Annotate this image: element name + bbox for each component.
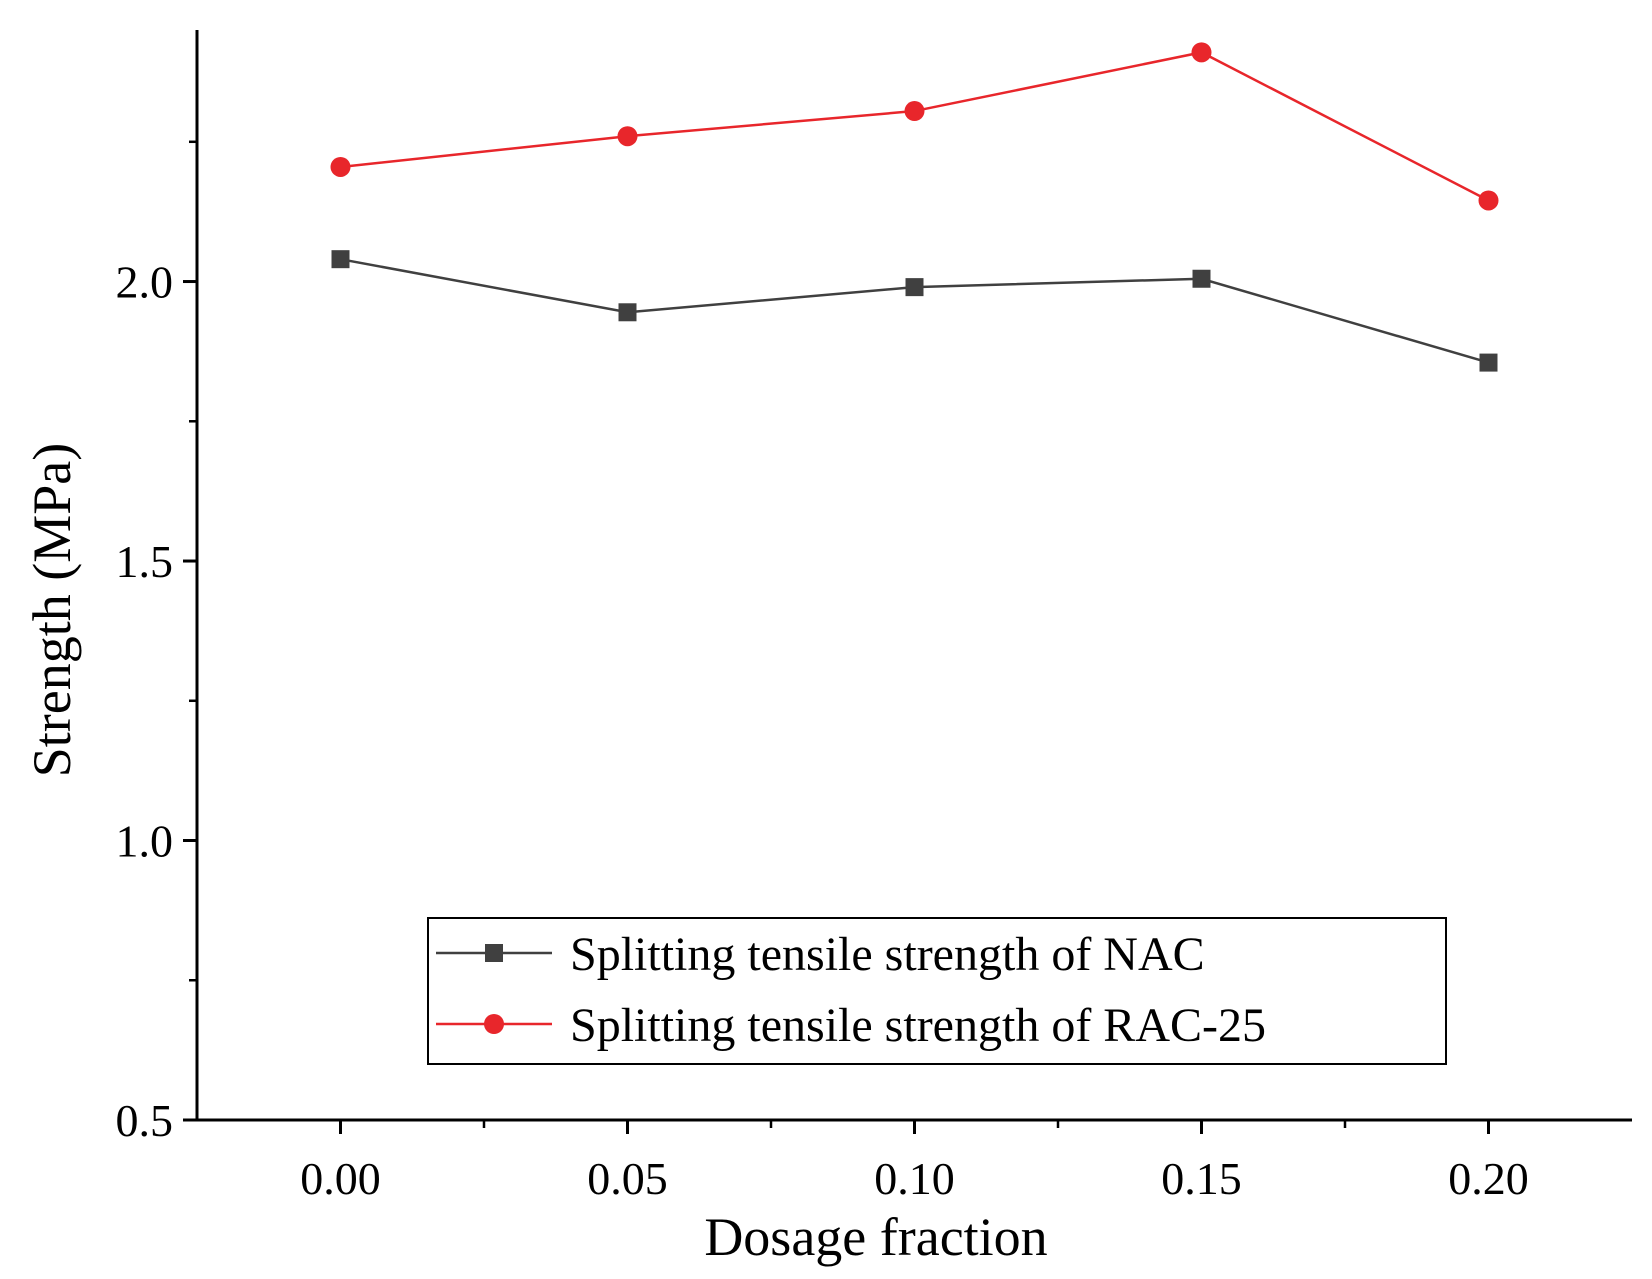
legend-marker-nac <box>485 944 503 962</box>
x-tick-label: 0.15 <box>1161 1153 1242 1204</box>
data-point <box>1479 353 1498 372</box>
data-point <box>1478 190 1499 211</box>
series-group <box>330 42 1499 372</box>
series-line-1 <box>340 51 1490 202</box>
y-tick-label: 0.5 <box>116 1095 174 1146</box>
series-line-0 <box>340 257 1489 364</box>
data-point <box>618 303 637 322</box>
y-tick-label: 1.0 <box>116 816 174 867</box>
data-point <box>1191 42 1212 63</box>
x-axis-title: Dosage fraction <box>704 1207 1047 1267</box>
legend: Splitting tensile strength of NAC Splitt… <box>427 917 1447 1065</box>
x-tick-label: 0.20 <box>1448 1153 1529 1204</box>
data-point <box>1192 269 1211 288</box>
data-point <box>330 156 351 177</box>
legend-label-nac: Splitting tensile strength of NAC <box>570 928 1205 981</box>
data-point <box>905 278 924 297</box>
legend-box <box>427 917 1447 1065</box>
data-point <box>617 126 638 147</box>
x-ticks: 0.00 0.05 0.10 0.15 0.20 <box>300 1120 1529 1204</box>
data-point <box>331 250 350 269</box>
x-tick-label: 0.10 <box>874 1153 955 1204</box>
y-ticks: 0.5 1.0 1.5 2.0 <box>116 140 197 1146</box>
y-axis-title: Strength (MPa) <box>22 443 82 777</box>
y-tick-label: 1.5 <box>116 536 174 587</box>
legend-label-rac: Splitting tensile strength of RAC-25 <box>570 999 1266 1052</box>
x-tick-label: 0.05 <box>587 1153 668 1204</box>
y-tick-label: 2.0 <box>116 257 174 308</box>
legend-marker-rac <box>484 1014 504 1034</box>
x-tick-label: 0.00 <box>300 1153 381 1204</box>
data-point <box>904 101 925 122</box>
